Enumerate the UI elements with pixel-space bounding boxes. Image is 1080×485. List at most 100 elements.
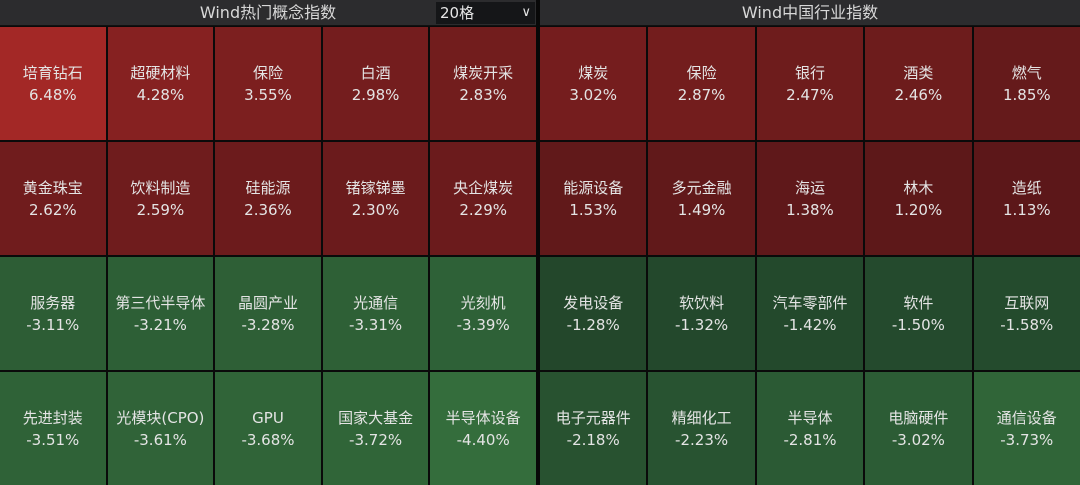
tile-name: 白酒 <box>360 63 391 82</box>
heatmap-tile[interactable]: 林木 1.20% <box>865 142 972 255</box>
tile-name: 酒类 <box>903 63 934 82</box>
heatmap-tile[interactable]: 酒类 2.46% <box>865 27 972 140</box>
tile-change: 6.48% <box>28 85 77 104</box>
heatmap-tile[interactable]: 保险 2.87% <box>648 27 755 140</box>
tile-change: -3.11% <box>26 315 80 334</box>
tile-name: 互联网 <box>1004 293 1050 312</box>
tile-change: 2.46% <box>894 85 943 104</box>
tile-change: -1.42% <box>783 315 837 334</box>
grid-count-dropdown[interactable]: 20格 ∨ <box>436 2 535 24</box>
tile-name: 光通信 <box>353 293 399 312</box>
heatmap-tile[interactable]: 电子元器件 -2.18% <box>540 372 647 485</box>
tile-change: -2.81% <box>783 430 837 449</box>
heatmap-tile[interactable]: 互联网 -1.58% <box>973 257 1080 370</box>
heatmap-tile[interactable]: 保险 3.55% <box>215 27 321 140</box>
heatmap-tile[interactable]: 海运 1.38% <box>756 142 864 255</box>
tile-change: -1.28% <box>566 315 620 334</box>
tile-change: -2.18% <box>566 430 620 449</box>
tile-name: 能源设备 <box>563 178 624 197</box>
chevron-down-icon: ∨ <box>521 5 531 20</box>
heatmap-tile[interactable]: 多元金融 1.49% <box>648 142 755 255</box>
tile-change: 4.28% <box>136 85 185 104</box>
tile-name: 培育钻石 <box>22 63 83 82</box>
tile-name: 造纸 <box>1011 178 1042 197</box>
panel-header: Wind中国行业指数 <box>540 0 1080 26</box>
heatmap-tile[interactable]: 电脑硬件 -3.02% <box>865 372 972 485</box>
heatmap-tile[interactable]: 超硬材料 4.28% <box>107 27 214 140</box>
tile-change: -1.50% <box>891 315 945 334</box>
heatmap-tile[interactable]: 晶圆产业 -3.28% <box>215 257 321 370</box>
heatmap-tile[interactable]: 培育钻石 6.48% <box>0 27 106 140</box>
heatmap-tile[interactable]: 汽车零部件 -1.42% <box>756 257 864 370</box>
tile-change: 2.47% <box>786 85 834 104</box>
tile-name: 海运 <box>794 178 825 197</box>
tile-name: 发电设备 <box>563 293 624 312</box>
tile-change: -2.23% <box>675 430 729 449</box>
heatmap-tile[interactable]: 软件 -1.50% <box>865 257 972 370</box>
tile-name: 煤炭开采 <box>453 63 514 82</box>
tile-change: 3.55% <box>244 85 292 104</box>
heatmap-tile[interactable]: 光刻机 -3.39% <box>430 257 536 370</box>
heatmap-tile[interactable]: 软饮料 -1.32% <box>648 257 755 370</box>
heatmap-tile[interactable]: 硅能源 2.36% <box>215 142 321 255</box>
tile-change: 2.98% <box>351 85 400 104</box>
heatmap-tile[interactable]: 煤炭 3.02% <box>540 27 647 140</box>
tile-name: 电脑硬件 <box>888 408 949 427</box>
tile-name: GPU <box>252 408 284 427</box>
tile-change: 1.53% <box>569 200 618 219</box>
tile-change: -3.31% <box>349 315 403 334</box>
tile-name: 保险 <box>686 63 717 82</box>
heatmap-tile[interactable]: 能源设备 1.53% <box>540 142 647 255</box>
heatmap-tile[interactable]: 央企煤炭 2.29% <box>430 142 536 255</box>
tile-name: 先进封装 <box>22 408 83 427</box>
tile-change: 1.85% <box>1002 85 1051 104</box>
tile-name: 煤炭 <box>578 63 609 82</box>
heatmap-tile[interactable]: 黄金珠宝 2.62% <box>0 142 106 255</box>
tile-change: 2.36% <box>244 200 292 219</box>
tile-name: 黄金珠宝 <box>22 178 83 197</box>
tile-name: 晶圆产业 <box>237 293 298 312</box>
tile-name: 保险 <box>252 63 283 82</box>
tile-change: -3.02% <box>891 430 945 449</box>
heatmap-tile[interactable]: 光通信 -3.31% <box>322 257 429 370</box>
heatmap-tile[interactable]: 锗镓锑墨 2.30% <box>322 142 429 255</box>
tile-name: 软件 <box>903 293 934 312</box>
heatmap-tile[interactable]: 服务器 -3.11% <box>0 257 106 370</box>
panel-header: Wind热门概念指数 20格 ∨ <box>0 0 536 26</box>
tile-name: 电子元器件 <box>555 408 631 427</box>
heatmap-tile[interactable]: 第三代半导体 -3.21% <box>107 257 214 370</box>
heatmap-tile[interactable]: 煤炭开采 2.83% <box>430 27 536 140</box>
heatmap-tile[interactable]: 先进封装 -3.51% <box>0 372 106 485</box>
tile-name: 林木 <box>903 178 934 197</box>
heatmap-tile[interactable]: 国家大基金 -3.72% <box>322 372 429 485</box>
tile-change: 1.49% <box>677 200 726 219</box>
heatmap-tile[interactable]: 饮料制造 2.59% <box>107 142 214 255</box>
tile-change: -3.21% <box>133 315 187 334</box>
heatmap-tile[interactable]: 造纸 1.13% <box>973 142 1080 255</box>
heatmap-tile[interactable]: 半导体设备 -4.40% <box>430 372 536 485</box>
heatmap-tile[interactable]: 光模块(CPO) -3.61% <box>107 372 214 485</box>
tile-name: 银行 <box>794 63 825 82</box>
heatmap-tile[interactable]: 银行 2.47% <box>756 27 864 140</box>
tile-change: -3.73% <box>1000 430 1054 449</box>
tile-name: 通信设备 <box>996 408 1057 427</box>
tile-name: 光刻机 <box>460 293 506 312</box>
heatmap-tile[interactable]: GPU -3.68% <box>215 372 321 485</box>
heatmap-tile[interactable]: 精细化工 -2.23% <box>648 372 755 485</box>
tile-change: 2.83% <box>459 85 508 104</box>
tile-change: 1.38% <box>786 200 834 219</box>
tile-change: -3.72% <box>349 430 403 449</box>
tile-name: 半导体设备 <box>445 408 521 427</box>
heatmap-tile[interactable]: 发电设备 -1.28% <box>540 257 647 370</box>
heatmap-tile[interactable]: 燃气 1.85% <box>973 27 1080 140</box>
tile-name: 第三代半导体 <box>115 293 206 312</box>
tile-name: 汽车零部件 <box>772 293 848 312</box>
heatmap-tile[interactable]: 半导体 -2.81% <box>756 372 864 485</box>
heatmap-tile[interactable]: 通信设备 -3.73% <box>973 372 1080 485</box>
tile-change: -3.68% <box>241 430 295 449</box>
heatmap-tile[interactable]: 白酒 2.98% <box>322 27 429 140</box>
tile-change: 1.13% <box>1002 200 1051 219</box>
tile-change: 3.02% <box>569 85 618 104</box>
panel-divider <box>536 0 540 484</box>
tile-name: 精细化工 <box>671 408 732 427</box>
